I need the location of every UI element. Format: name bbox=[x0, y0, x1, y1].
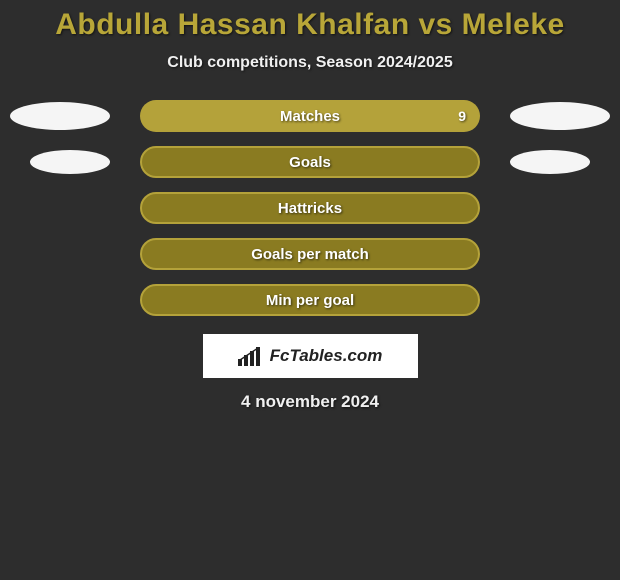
date-label: 4 november 2024 bbox=[241, 392, 379, 412]
subtitle: Club competitions, Season 2024/2025 bbox=[167, 54, 452, 72]
left-stat-ellipse bbox=[30, 150, 110, 174]
right-stat-ellipse bbox=[510, 102, 610, 130]
bar-chart-icon bbox=[238, 346, 264, 366]
stat-bar-goals: Goals bbox=[140, 146, 480, 178]
source-logo: FcTables.com bbox=[203, 334, 418, 378]
source-logo-text: FcTables.com bbox=[270, 346, 383, 366]
stat-row: Goals per match bbox=[0, 238, 620, 270]
stat-row: Matches 9 bbox=[0, 100, 620, 132]
comparison-card: Abdulla Hassan Khalfan vs Meleke Club co… bbox=[0, 0, 620, 412]
stat-row: Hattricks bbox=[0, 192, 620, 224]
stat-bar-hattricks: Hattricks bbox=[140, 192, 480, 224]
stat-label: Min per goal bbox=[266, 292, 354, 309]
stat-bar-matches: Matches 9 bbox=[140, 100, 480, 132]
stat-bar-goals-per-match: Goals per match bbox=[140, 238, 480, 270]
stat-row: Min per goal bbox=[0, 284, 620, 316]
stat-label: Hattricks bbox=[278, 200, 342, 217]
stat-value: 9 bbox=[458, 108, 466, 124]
stat-bar-min-per-goal: Min per goal bbox=[140, 284, 480, 316]
stat-label: Matches bbox=[280, 108, 340, 125]
right-stat-ellipse bbox=[510, 150, 590, 174]
stat-row: Goals bbox=[0, 146, 620, 178]
stat-label: Goals bbox=[289, 154, 331, 171]
stat-label: Goals per match bbox=[251, 246, 369, 263]
left-stat-ellipse bbox=[10, 102, 110, 130]
stat-rows: Matches 9 Goals Hattricks Goals per matc… bbox=[0, 100, 620, 316]
page-title: Abdulla Hassan Khalfan vs Meleke bbox=[55, 8, 565, 42]
